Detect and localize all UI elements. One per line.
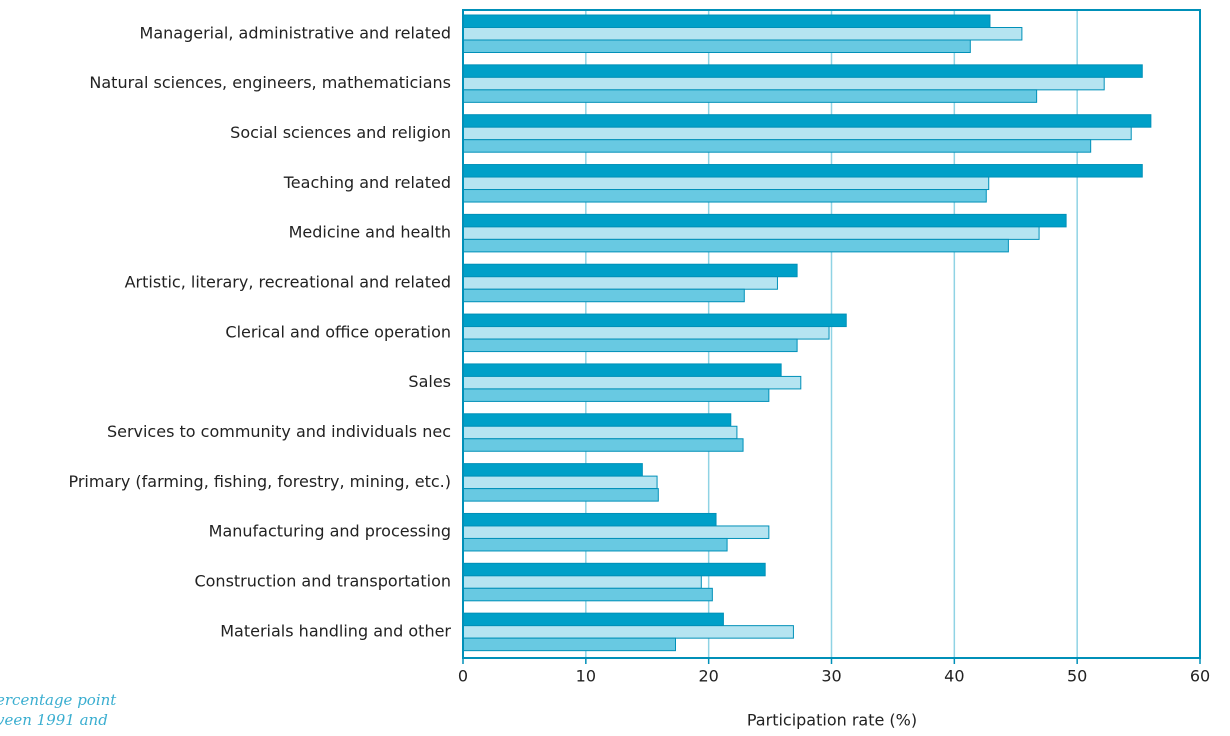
bar — [462, 263, 798, 278]
bar — [462, 525, 770, 539]
bar — [462, 375, 802, 390]
bar — [462, 363, 782, 377]
bar — [462, 537, 728, 552]
y-tick-label: Managerial, administrative and related — [140, 23, 451, 42]
bar — [462, 612, 724, 627]
annotation: ercentage point — [0, 691, 117, 709]
y-tick-label: Natural sciences, engineers, mathematici… — [89, 73, 451, 92]
x-tick-label: 20 — [698, 667, 718, 686]
y-tick-label: Social sciences and religion — [230, 123, 451, 142]
plot-frame — [462, 9, 1201, 659]
bar — [462, 438, 744, 452]
bar — [462, 64, 1143, 78]
y-tick-label: Artistic, literary, recreational and rel… — [125, 272, 451, 291]
bar — [462, 326, 830, 340]
bar — [462, 126, 1132, 141]
bar — [462, 338, 798, 353]
bar — [462, 587, 713, 602]
x-tick-label: 60 — [1190, 667, 1210, 686]
bar — [462, 313, 847, 328]
bar — [462, 176, 990, 191]
bar — [462, 114, 1152, 128]
x-tick-label: 10 — [576, 667, 596, 686]
x-tick-label: 0 — [458, 667, 468, 686]
y-tick-label: Teaching and related — [283, 173, 451, 192]
bar — [462, 39, 971, 53]
bar — [462, 27, 1023, 41]
x-tick-label: 30 — [821, 667, 841, 686]
y-tick-label: Construction and transportation — [194, 572, 451, 591]
bar — [462, 625, 794, 639]
bar — [462, 14, 991, 28]
y-tick-label: Medicine and health — [289, 223, 451, 242]
y-tick-label: Sales — [408, 372, 451, 391]
bar — [462, 288, 745, 303]
bar — [462, 463, 643, 477]
y-tick-label: Manufacturing and processing — [209, 522, 451, 541]
bar — [462, 213, 1067, 228]
bar — [462, 76, 1105, 91]
bar — [462, 413, 732, 427]
bar — [462, 575, 702, 589]
x-tick-label: 40 — [944, 667, 964, 686]
annotation: veen 1991 and — [0, 711, 108, 729]
bar — [462, 89, 1038, 103]
bar — [462, 238, 1009, 253]
bar — [462, 637, 677, 652]
bar — [462, 226, 1040, 240]
x-axis-label: Participation rate (%) — [747, 711, 917, 730]
y-tick-label: Services to community and individuals ne… — [107, 422, 451, 441]
bar — [462, 189, 987, 203]
x-tick-label: 50 — [1067, 667, 1087, 686]
y-tick-label: Primary (farming, fishing, forestry, min… — [68, 472, 451, 491]
bar — [462, 276, 778, 290]
bar — [462, 164, 1143, 178]
bar — [462, 562, 766, 577]
bar — [462, 388, 770, 402]
bar — [462, 512, 717, 527]
y-tick-label: Materials handling and other — [220, 621, 451, 640]
bar — [462, 488, 659, 502]
bar — [462, 475, 658, 490]
bar — [462, 425, 738, 440]
bar — [462, 139, 1092, 153]
y-tick-label: Clerical and office operation — [225, 322, 451, 341]
